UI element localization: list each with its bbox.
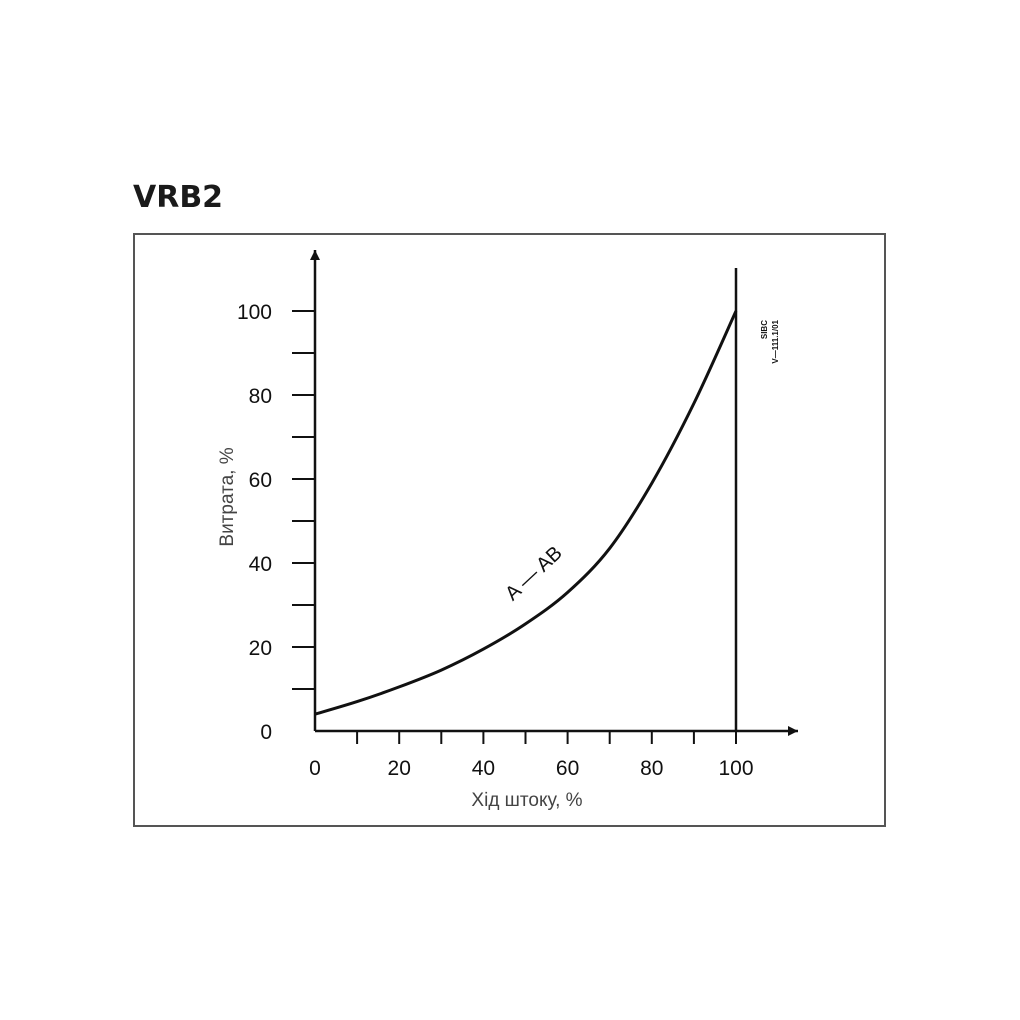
x-tick-label: 60 xyxy=(556,757,579,780)
x-tick-label: 0 xyxy=(309,757,321,780)
x-axis-title: Хід штоку, % xyxy=(471,790,582,811)
y-tick-label: 40 xyxy=(249,553,272,576)
series-label: A — AB xyxy=(501,542,566,605)
chart-title: VRB2 xyxy=(133,180,224,215)
drawing-code-line-1: SIBC xyxy=(760,320,769,339)
x-tick-label: 40 xyxy=(472,757,495,780)
x-tick-label: 80 xyxy=(640,757,663,780)
drawing-code-line-2: V—111.1/01 xyxy=(771,319,780,363)
x-tick-label: 100 xyxy=(718,757,753,780)
y-axis-title: Витрата, % xyxy=(217,447,238,546)
y-tick-label: 100 xyxy=(237,301,272,324)
y-tick-label: 0 xyxy=(260,721,272,744)
x-tick-label: 20 xyxy=(388,757,411,780)
y-tick-label: 20 xyxy=(249,637,272,660)
series-line-a-ab xyxy=(314,310,738,716)
chart-frame xyxy=(133,233,886,827)
y-tick-label: 80 xyxy=(249,385,272,408)
y-tick-label: 60 xyxy=(249,469,272,492)
